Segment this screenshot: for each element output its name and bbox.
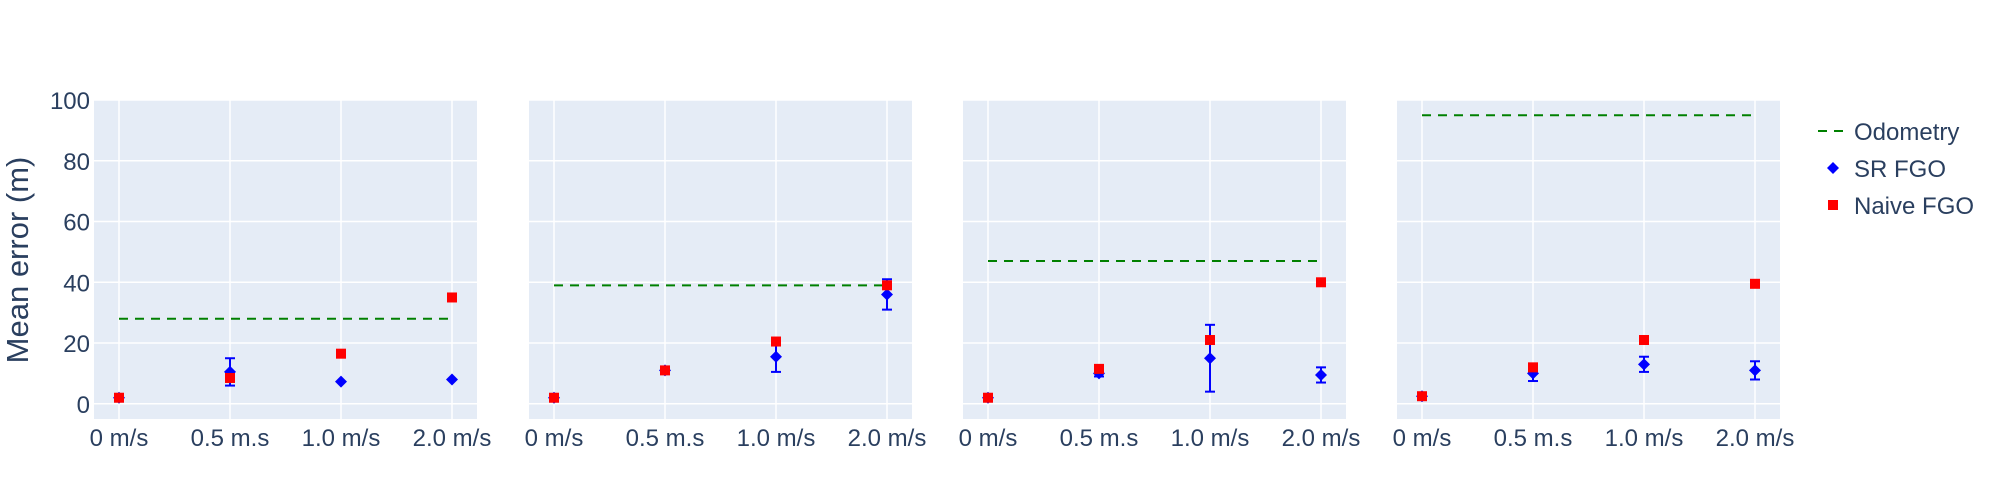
x-tick-label: 0.5 m.s	[1060, 425, 1139, 452]
naive-fgo-point	[983, 392, 993, 403]
naive-fgo-point	[549, 392, 559, 403]
x-tick-label: 1.0 m/s	[737, 425, 816, 452]
y-tick-label: 40	[63, 270, 90, 297]
sr-fgo-point	[1315, 368, 1327, 381]
x-tick-label: 0.5 m.s	[191, 425, 270, 452]
legend-square-icon	[1828, 200, 1838, 210]
x-tick-label: 2.0 m/s	[1282, 425, 1361, 452]
x-tick-label: 0 m/s	[1393, 425, 1452, 452]
plot-background	[94, 100, 477, 419]
legend-item-odometry[interactable]: Odometry	[1818, 119, 1959, 146]
subplot-1: 0 20 40 60 80 100 0 m/s 0.5 m.s 1.0 m/s 2.0 m/s	[50, 88, 491, 452]
x-tick-label: 0.5 m.s	[626, 425, 705, 452]
x-tick-label: 0 m/s	[525, 425, 584, 452]
plot-background	[529, 100, 912, 419]
x-tick-label: 1.0 m/s	[1605, 425, 1684, 452]
legend-label: SR FGO	[1854, 156, 1946, 183]
naive-fgo-point	[1417, 391, 1427, 402]
legend[interactable]: Odometry SR FGO Naive FGO	[1818, 119, 1974, 220]
x-tick-label: 2.0 m/s	[848, 425, 927, 452]
x-tick-label: 2.0 m/s	[1716, 425, 1795, 452]
subplot-2: 0 m/s 0.5 m.s 1.0 m/s 2.0 m/s	[525, 99, 927, 452]
naive-fgo-point	[1750, 278, 1760, 289]
subplot-3: 0 m/s 0.5 m.s 1.0 m/s 2.0 m/s	[959, 99, 1361, 452]
naive-fgo-point	[771, 336, 781, 347]
legend-item-sr-fgo[interactable]: SR FGO	[1827, 156, 1946, 183]
naive-fgo-point	[114, 392, 124, 403]
sr-fgo-point	[1638, 358, 1650, 371]
sr-fgo-point	[1204, 352, 1216, 365]
sr-fgo-point	[770, 350, 782, 363]
legend-label: Naive FGO	[1854, 193, 1974, 220]
sr-fgo-point	[446, 373, 458, 386]
y-tick-label: 60	[63, 210, 90, 237]
legend-item-naive-fgo[interactable]: Naive FGO	[1828, 193, 1974, 220]
y-axis-label: Mean error (m)	[0, 157, 35, 364]
y-tick-label: 0	[77, 392, 90, 419]
x-tick-label: 2.0 m/s	[413, 425, 492, 452]
x-tick-label: 1.0 m/s	[1171, 425, 1250, 452]
naive-fgo-point	[1639, 335, 1649, 346]
sr-fgo-point	[335, 375, 347, 388]
naive-fgo-point	[447, 292, 457, 303]
naive-fgo-point	[1205, 335, 1215, 346]
naive-fgo-point	[1094, 363, 1104, 374]
naive-fgo-point	[660, 365, 670, 376]
sr-fgo-point	[881, 288, 893, 301]
legend-label: Odometry	[1854, 119, 1959, 146]
x-tick-label: 0 m/s	[90, 425, 149, 452]
naive-fgo-point	[336, 348, 346, 359]
subplot-4: 0 m/s 0.5 m.s 1.0 m/s 2.0 m/s	[1393, 99, 1795, 452]
x-tick-label: 0.5 m.s	[1494, 425, 1573, 452]
naive-fgo-point	[1316, 277, 1326, 288]
naive-fgo-point	[225, 372, 235, 383]
naive-fgo-point	[1528, 362, 1538, 373]
sr-fgo-point	[1749, 364, 1761, 377]
plot-background	[1397, 100, 1780, 419]
y-tick-label: 20	[63, 331, 90, 358]
x-tick-label: 0 m/s	[959, 425, 1018, 452]
naive-fgo-point	[882, 280, 892, 291]
legend-diamond-icon	[1827, 162, 1839, 174]
plot-background	[963, 100, 1346, 419]
x-tick-label: 1.0 m/s	[302, 425, 381, 452]
y-tick-label: 80	[63, 149, 90, 176]
y-tick-label: 100	[50, 88, 90, 115]
